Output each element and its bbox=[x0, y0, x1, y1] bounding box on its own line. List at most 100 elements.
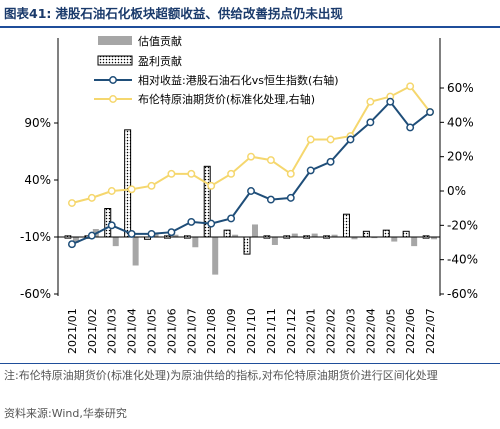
figure-title: 图表41: 港股石油石化板块超额收益、供给改善拐点仍未出现 bbox=[4, 3, 496, 25]
excess-return-series-point bbox=[306, 166, 315, 175]
excess-return-series-point bbox=[167, 228, 176, 237]
brent-series-point bbox=[326, 135, 335, 144]
excess-return-series-point bbox=[227, 214, 236, 223]
bar-series bbox=[64, 129, 438, 275]
valuation-bar bbox=[112, 237, 119, 247]
brent-series-point bbox=[147, 181, 156, 190]
valuation-bar bbox=[192, 237, 199, 248]
brent-series-point bbox=[67, 199, 76, 207]
x-tick-label: 2021/02 bbox=[86, 308, 99, 354]
excess-return-series-point bbox=[107, 221, 116, 230]
excess-return-series-point bbox=[247, 187, 255, 195]
valuation-bar bbox=[172, 234, 179, 237]
valuation-bar bbox=[411, 237, 418, 247]
chart-source: 资料来源:Wind,华泰研究 bbox=[4, 407, 127, 420]
figure-label: 图表41: bbox=[4, 6, 52, 21]
x-tick-label: 2021/08 bbox=[205, 308, 218, 354]
legend-swatch-excess-marker bbox=[109, 76, 117, 84]
x-tick-label: 2022/05 bbox=[384, 308, 397, 354]
x-tick-label: 2021/07 bbox=[185, 308, 198, 354]
excess-return-series-point bbox=[326, 157, 335, 166]
profit-bar bbox=[382, 229, 390, 238]
left-axis: 90% 40% -10% -60% bbox=[20, 116, 58, 301]
excess-return-series-point bbox=[366, 118, 375, 127]
valuation-bar bbox=[152, 232, 159, 237]
x-tick-label: 2022/04 bbox=[364, 308, 377, 354]
excess-return-series-point bbox=[187, 217, 196, 226]
brent-series-point bbox=[247, 152, 255, 161]
figure-title-text: 港股石油石化板块超额收益、供给改善拐点仍未出现 bbox=[55, 6, 343, 21]
x-tick-label: 2022/01 bbox=[305, 308, 318, 354]
left-tick-label: 40% bbox=[24, 173, 51, 187]
excess-return-series-point bbox=[207, 219, 216, 228]
profit-bar bbox=[243, 236, 251, 255]
profit-bar bbox=[402, 230, 410, 238]
x-tick-label: 2021/05 bbox=[146, 308, 159, 354]
valuation-bar bbox=[252, 224, 258, 237]
x-tick-label: 2022/02 bbox=[325, 308, 338, 354]
valuation-bar bbox=[391, 237, 398, 242]
excess-return-series-point bbox=[386, 97, 395, 106]
valuation-bar bbox=[431, 237, 438, 240]
brent-series-point bbox=[127, 185, 136, 194]
right-tick-label: -20% bbox=[447, 218, 478, 232]
excess-return-series-point bbox=[406, 123, 415, 132]
x-tick-label: 2021/01 bbox=[66, 308, 79, 354]
valuation-bar bbox=[311, 233, 318, 237]
title-divider bbox=[0, 26, 500, 28]
excess-return-series-point bbox=[346, 135, 355, 144]
right-tick-label: 0% bbox=[447, 184, 466, 198]
left-tick-label: -10% bbox=[20, 230, 51, 244]
right-tick-label: 20% bbox=[447, 150, 474, 164]
x-tick-label: 2021/10 bbox=[245, 308, 258, 354]
brent-series-point bbox=[366, 97, 375, 106]
valuation-bar bbox=[72, 237, 79, 243]
legend-swatch-profit bbox=[97, 55, 133, 66]
chart-svg: 90% 40% -10% -60% 60% 40% 20% 0% -20% -40% -60% 2… bbox=[20, 34, 478, 354]
valuation-bar bbox=[271, 237, 278, 245]
x-tick-label: 2021/03 bbox=[106, 308, 119, 354]
excess-return-series-point bbox=[266, 195, 275, 204]
x-tick-label: 2021/04 bbox=[126, 308, 139, 354]
excess-return-series-point bbox=[127, 229, 136, 238]
legend-label-valuation: 估值贡献 bbox=[138, 34, 182, 48]
right-tick-label: -40% bbox=[447, 253, 478, 267]
excess-return-series-point bbox=[286, 193, 295, 202]
x-axis: 2021/01 2021/02 2021/03 2021/04 2021/05 2021/… bbox=[66, 308, 437, 354]
right-tick-label: 40% bbox=[447, 115, 474, 129]
x-tick-label: 2022/03 bbox=[344, 308, 357, 354]
axis-lines bbox=[57, 38, 441, 296]
x-tick-label: 2021/09 bbox=[225, 308, 238, 354]
profit-bar bbox=[362, 230, 370, 238]
brent-series-point bbox=[87, 193, 96, 202]
valuation-bar bbox=[351, 237, 358, 240]
chart-note: 注:布伦特原油期货价(标准化处理)为原油供给的指标,对布伦特原油期货价进行区间化… bbox=[4, 369, 438, 382]
valuation-bar bbox=[331, 234, 338, 237]
valuation-bar bbox=[132, 237, 139, 266]
left-tick-label: -60% bbox=[20, 287, 51, 301]
brent-series-point bbox=[406, 82, 415, 91]
brent-series-point bbox=[227, 169, 236, 178]
profit-bar bbox=[342, 213, 350, 238]
x-tick-label: 2022/07 bbox=[424, 308, 437, 354]
excess-return-series-point bbox=[87, 231, 96, 240]
legend-swatch-valuation bbox=[98, 36, 132, 45]
right-tick-label: 60% bbox=[447, 81, 474, 95]
right-tick-label: -60% bbox=[447, 287, 478, 301]
legend-label-profit: 盈利贡献 bbox=[138, 54, 182, 68]
brent-series-point bbox=[306, 135, 315, 144]
brent-series-point bbox=[167, 169, 176, 178]
profit-bar bbox=[223, 229, 231, 238]
valuation-bar bbox=[232, 234, 239, 237]
legend-swatch-brent-marker bbox=[109, 95, 117, 103]
x-tick-label: 2021/12 bbox=[285, 308, 298, 354]
brent-series-point bbox=[286, 169, 295, 178]
profit-bar bbox=[124, 129, 132, 238]
brent-series-point bbox=[107, 187, 116, 195]
brent-series-point bbox=[187, 169, 196, 178]
excess-return-series-point bbox=[426, 108, 435, 116]
legend-label-brent: 布伦特原油期货价(标准化处理,右轴) bbox=[138, 92, 315, 106]
brent-series-point bbox=[266, 156, 275, 165]
